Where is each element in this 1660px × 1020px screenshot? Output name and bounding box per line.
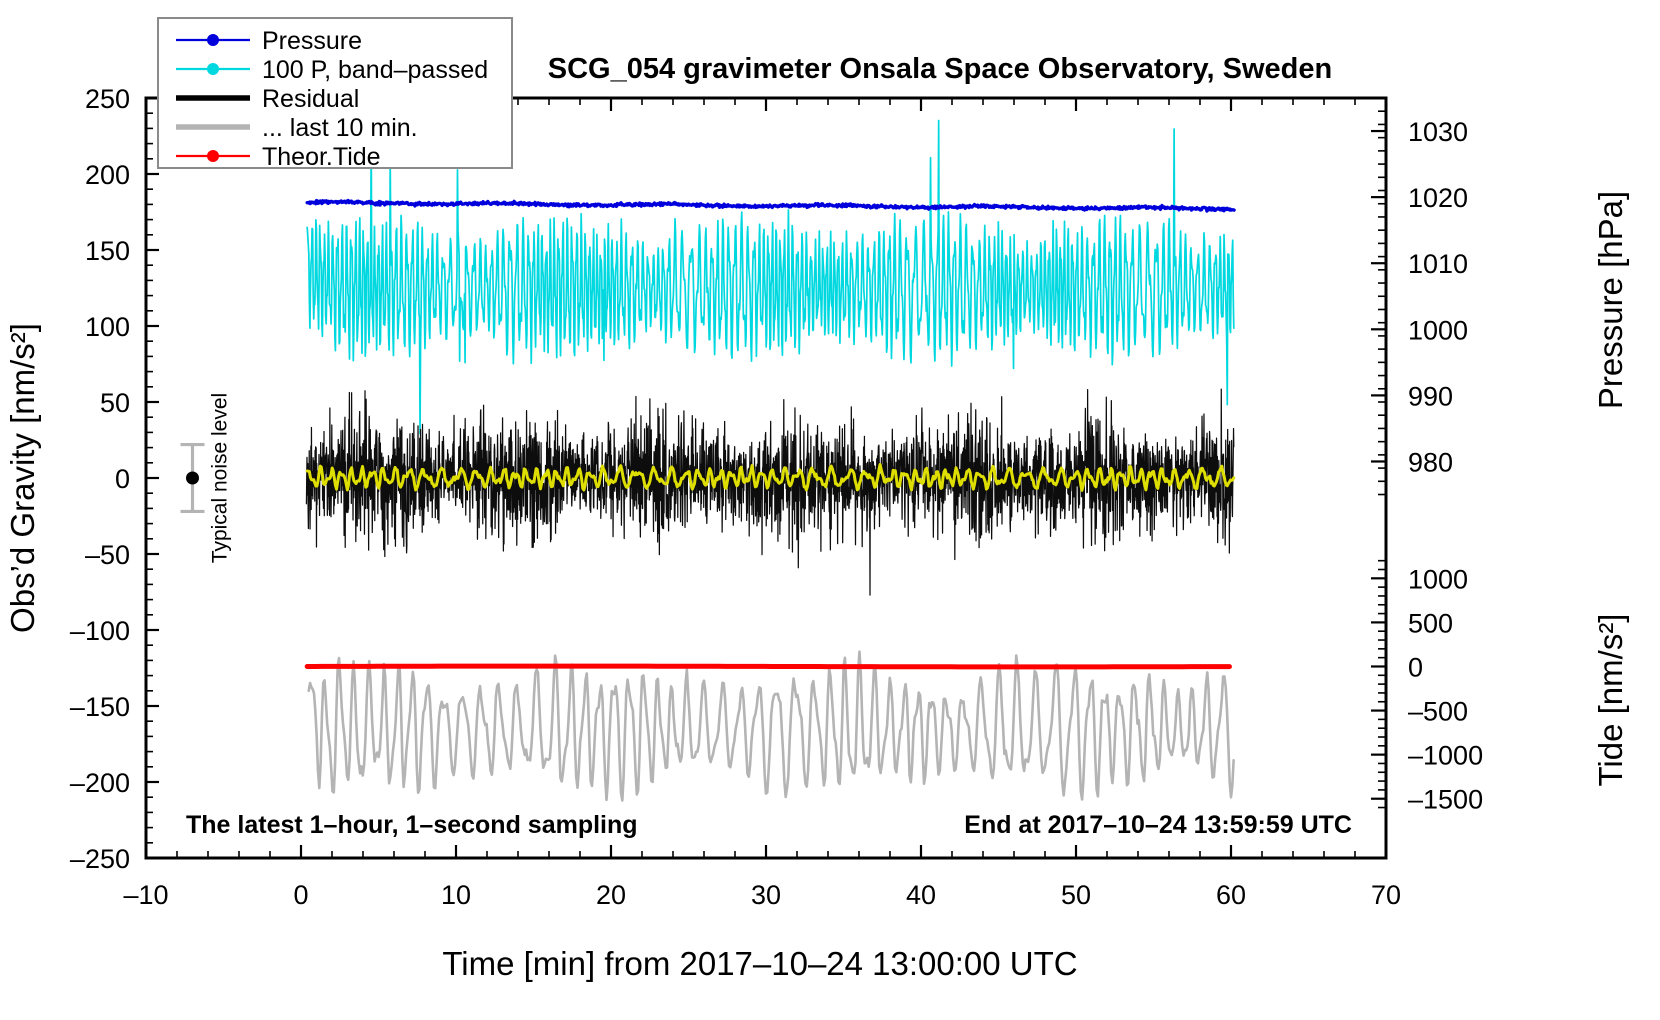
y-tick-label-tide: 1000 [1408, 564, 1468, 594]
y-axis-title-left: Obs’d Gravity [nm/s²] [4, 323, 41, 633]
y-tick-label-left: 0 [115, 464, 130, 494]
y-tick-label-pressure: 1030 [1408, 117, 1468, 147]
sampling-note: The latest 1–hour, 1–second sampling [186, 811, 638, 839]
y-tick-label-pressure: 1000 [1408, 315, 1468, 345]
axes-layer: –10 0 10 20 30 40 50 60 70250200150100500–50–100… [70, 84, 1483, 910]
legend-label: 100 P, band–passed [262, 56, 488, 84]
legend-marker [207, 150, 219, 162]
x-tick-label: 60 [1216, 880, 1246, 910]
x-tick-label: 50 [1061, 880, 1091, 910]
end-time-note: End at 2017–10–24 13:59:59 UTC [964, 811, 1352, 839]
y-tick-label-left: –100 [70, 616, 130, 646]
y-tick-label-tide: –1000 [1408, 741, 1483, 771]
x-tick-label: 0 [293, 880, 308, 910]
x-tick-label: 10 [441, 880, 471, 910]
typical-noise-level-label: Typical noise level [209, 393, 232, 563]
x-tick-label: 70 [1371, 880, 1401, 910]
y-axis-title-pressure: Pressure [hPa] [1592, 191, 1629, 409]
y-tick-label-left: 150 [85, 236, 130, 266]
legend-label: ... last 10 min. [262, 114, 418, 142]
y-tick-label-left: 250 [85, 84, 130, 114]
legend-label: Residual [262, 85, 359, 113]
y-tick-label-left: –250 [70, 844, 130, 874]
x-tick-label: 40 [906, 880, 936, 910]
y-tick-label-left: 200 [85, 160, 130, 190]
y-tick-label-left: 100 [85, 312, 130, 342]
y-tick-label-left: –200 [70, 768, 130, 798]
y-axis-title-tide: Tide [nm/s²] [1592, 614, 1629, 787]
y-tick-label-tide: –1500 [1408, 785, 1483, 815]
x-tick-label: –10 [123, 880, 168, 910]
typical-noise-level-annotation: Typical noise level [180, 393, 232, 563]
y-tick-label-tide: –500 [1408, 697, 1468, 727]
legend-label: Theor.Tide [262, 143, 381, 171]
series-residual [305, 388, 1235, 596]
series-pressure [305, 198, 1236, 213]
y-tick-label-pressure: 1010 [1408, 249, 1468, 279]
y-tick-label-pressure: 980 [1408, 447, 1453, 477]
y-tick-label-pressure: 990 [1408, 381, 1453, 411]
page-title: SCG_054 gravimeter Onsala Space Observat… [548, 53, 1332, 85]
legend-label: Pressure [262, 27, 362, 55]
x-axis-title: Time [min] from 2017–10–24 13:00:00 UTC [442, 945, 1077, 982]
y-tick-label-left: –50 [85, 540, 130, 570]
legend-marker [207, 63, 219, 75]
series-100p-band-passed [306, 119, 1235, 435]
y-tick-label-pressure: 1020 [1408, 183, 1468, 213]
series-smoothed-residual [305, 463, 1236, 492]
series-last-10-min [307, 650, 1235, 802]
y-tick-label-tide: 500 [1408, 608, 1453, 638]
legend-marker [207, 34, 219, 46]
series-theor-tide [304, 663, 1232, 670]
x-tick-label: 20 [596, 880, 626, 910]
y-tick-label-left: 50 [100, 388, 130, 418]
y-tick-label-tide: 0 [1408, 652, 1423, 682]
y-tick-label-left: –150 [70, 692, 130, 722]
x-tick-label: 30 [751, 880, 781, 910]
